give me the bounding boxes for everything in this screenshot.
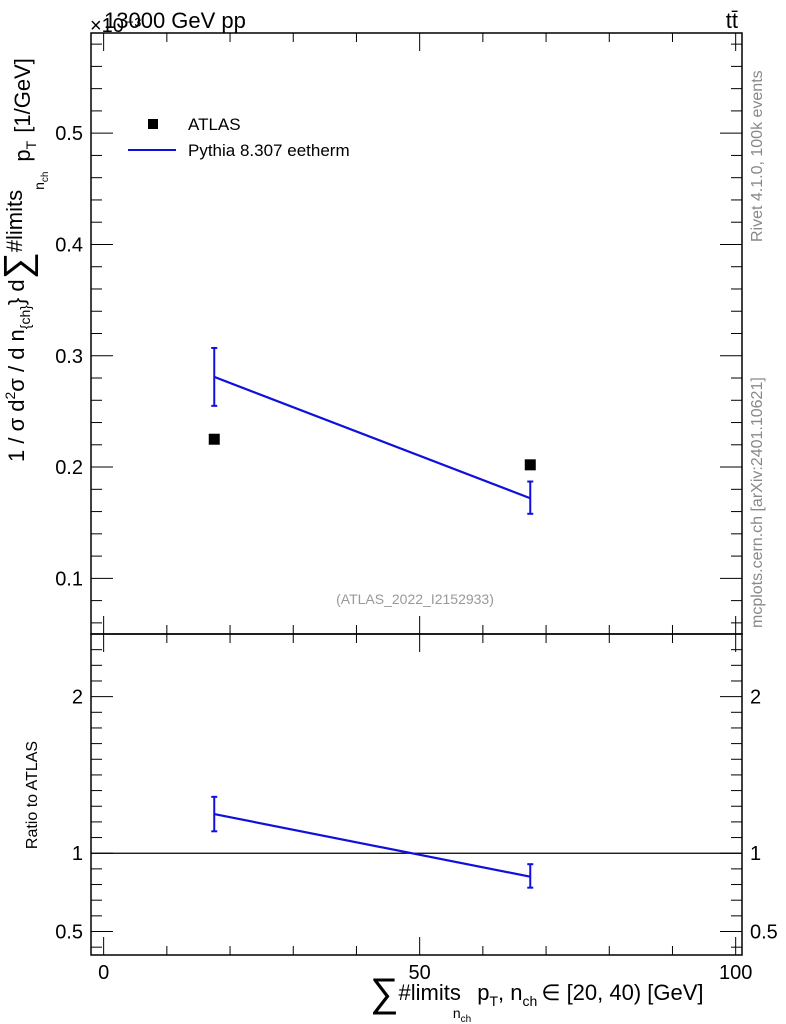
main-ytick-label: 0.2 [55,457,83,479]
ylabel-part-l: [1/GeV] [10,58,35,133]
legend-atlas-label: ATLAS [188,115,241,134]
ylabel-part-f: ∑ [0,252,39,279]
legend-atlas-marker [148,119,158,129]
ylabel-part-e: } d [4,279,29,305]
main-data-series [208,433,536,471]
ratio-mc-series [211,795,534,889]
ylabel-part-a: 1 / σ d [4,400,29,463]
xlabel-p: p [477,980,489,1005]
ylabel-part-h: n [31,182,47,190]
main-ytick-label: 0.4 [55,234,83,256]
xtick-label: 100 [719,962,752,984]
xlabel-rest: ∈ [20, 40) [GeV] [541,980,703,1005]
ylabel-part-j: p [10,149,35,161]
ratio-ytick-label-left: 0.5 [55,922,83,944]
main-panel-ticks [91,33,742,634]
ratio-panel-frame [90,633,743,956]
main-ytick-labels: 0.1 0.2 0.3 0.4 0.5 [55,123,83,590]
ylabel-part-d: {ch} [17,305,33,329]
energy-label: 13000 GeV pp [104,8,246,33]
main-ylabel: 1 / σ d2σ / d n{ch}} d∑#limits nchpT [1/Ge… [0,58,51,462]
xlabel: ∑#limits nchpT, nch ∈ [20, 40) [GeV] [370,971,704,1024]
ratio-ylabel: Ratio to ATLAS [24,741,41,849]
ratio-ytick-label-right: 1 [750,843,761,865]
ratio-ytick-labels: 0.5 0.5 1 1 2 2 [55,687,778,944]
main-ytick-label: 0.1 [55,568,83,590]
ylabel-part-b: 2 [2,392,18,400]
main-ytick-label: 0.5 [55,123,83,145]
xtick-label: 0 [98,962,109,984]
analysis-label: (ATLAS_2022_I2152933) [336,591,494,607]
legend: ATLAS Pythia 8.307 eetherm [128,115,350,160]
atlas-data-point [524,459,536,471]
atlas-data-point [208,433,220,445]
rivet-label: Rivet 4.1.0, 100k events [749,70,766,242]
xlabel-T: T [489,993,498,1009]
main-mc-series [211,346,534,515]
ratio-mc-line-segment [214,812,531,878]
ratio-ytick-label-left: 1 [72,843,83,865]
xtick-labels: 0 50 100 [98,962,752,984]
exponent-label: ×10⁻³ [90,15,141,37]
mcplots-label: mcplots.cern.ch [arXiv:2401.10621] [749,377,766,628]
legend-mc-label: Pythia 8.307 eetherm [188,141,350,160]
main-ytick-label: 0.3 [55,346,83,368]
ylabel-part-g: #limits [2,190,27,252]
xtick-label: 50 [409,962,431,984]
ylabel-part-i: ch [40,172,51,183]
xlabel-comma: , n [498,980,522,1005]
xlabel-ch: ch [461,1014,472,1024]
xlabel-sum: ∑ [370,971,399,1015]
ratio-ytick-label-right: 2 [750,687,761,709]
ratio-ytick-label-left: 2 [72,687,83,709]
xlabel-n: n [453,1005,461,1021]
ratio-panel-ticks [91,634,742,955]
ylabel-part-c: σ / d n [4,329,29,392]
xlabel-ch2: ch [523,993,538,1009]
ratio-ytick-label-right: 0.5 [750,922,778,944]
mc-line-segment [213,375,531,500]
process-label: tt̄ [726,8,738,33]
xlabel-limits: #limits [399,980,461,1005]
ylabel-part-k: T [23,140,39,149]
